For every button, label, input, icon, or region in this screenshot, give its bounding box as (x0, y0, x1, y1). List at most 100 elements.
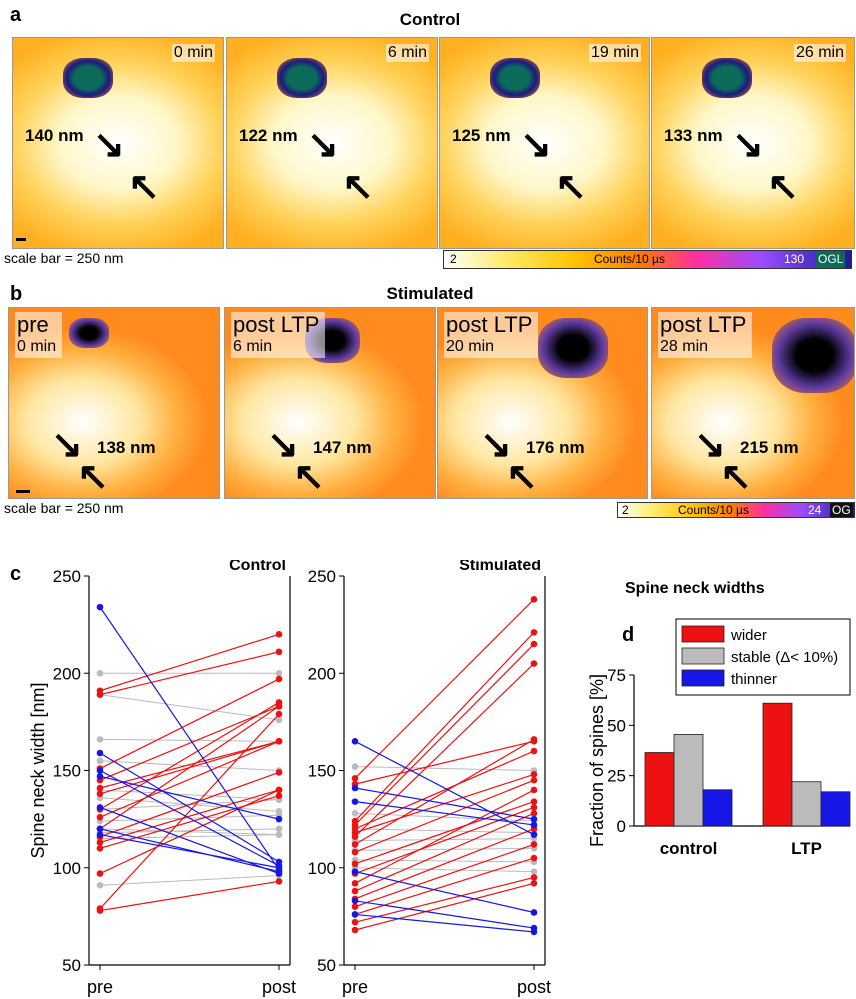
data-point-post (275, 831, 283, 838)
series-line-wider (354, 882, 535, 931)
stimulated-image-3: ↘ ↖ post LTP 20 min 176 nm (437, 307, 648, 499)
data-point-pre (351, 841, 359, 848)
series-line-wider (99, 740, 280, 789)
y-tick-label: 100 (308, 859, 336, 878)
series-line-stable (99, 760, 280, 771)
series-line-stable (99, 875, 280, 886)
data-point-post (275, 710, 283, 718)
arrow-up-left-icon: ↖ (506, 456, 538, 498)
series-line-wider (354, 750, 535, 830)
series-line-wider (354, 876, 535, 923)
arrow-down-right-icon: ↘ (520, 124, 552, 166)
series-line-wider (354, 631, 535, 822)
arrow-up-left-icon: ↖ (767, 166, 799, 208)
legend-swatch (681, 647, 725, 665)
data-point-pre (96, 881, 104, 889)
series-line-wider (354, 812, 535, 892)
control-image-1: ↘ ↖ 0 min 140 nm (12, 37, 224, 249)
data-point-pre (351, 763, 359, 770)
data-point-pre (351, 868, 359, 875)
neck-width-label: 215 nm (740, 438, 799, 457)
y-tick-label: 50 (317, 956, 336, 975)
data-point-post (530, 804, 538, 811)
data-point-post (530, 909, 538, 916)
data-point-pre (351, 918, 359, 926)
arrow-up-left-icon: ↖ (342, 166, 374, 208)
scale-bar-a (16, 238, 26, 241)
colorbar-a-max: 130 (784, 252, 805, 266)
control-image-3: ↘ ↖ 19 min 125 nm (439, 37, 650, 249)
arrow-down-right-icon: ↘ (267, 424, 299, 466)
y-tick-label: 250 (308, 567, 336, 586)
data-point-post (530, 798, 538, 805)
chart-title: Control (229, 560, 286, 574)
y-tick-label: 25 (607, 767, 626, 786)
legend-swatch (681, 669, 725, 687)
bar-LTP-1 (791, 781, 822, 827)
data-point-pre (96, 907, 104, 914)
series-line-thinner (354, 787, 535, 820)
data-point-post (275, 703, 283, 710)
neck-width-label: 133 nm (664, 126, 723, 145)
neck-width-label: 147 nm (313, 438, 372, 457)
neck-width-label: 140 nm (25, 126, 84, 145)
time-label: 6 min (385, 44, 429, 62)
series-line-thinner (99, 606, 280, 871)
condition-label: pre (17, 312, 49, 337)
category-label: LTP (791, 839, 822, 858)
dendrite-head (69, 318, 109, 348)
data-point-pre (351, 897, 359, 905)
series-line-stable (99, 834, 280, 840)
data-point-pre (96, 767, 104, 774)
time-label: post LTP 28 min (658, 312, 753, 358)
data-point-post (275, 669, 283, 677)
scale-bar-label-b: scale bar = 250 nm (4, 500, 124, 516)
series-line-thinner (99, 775, 280, 820)
x-tick-label: pre (342, 977, 368, 997)
series-line-wider (354, 663, 535, 838)
arrow-up-left-icon: ↖ (293, 456, 325, 498)
series-line-wider (354, 738, 535, 845)
data-point-post (530, 629, 538, 636)
x-tick-label: pre (87, 977, 113, 997)
series-line-stable (99, 828, 280, 834)
data-point-pre (351, 833, 359, 840)
series-line-stable (354, 766, 535, 771)
arrow-down-right-icon: ↘ (93, 124, 125, 166)
colorbar-a-ogl: OGL (816, 251, 846, 268)
data-point-pre (351, 926, 359, 934)
y-tick-label: 50 (62, 956, 81, 975)
series-line-thinner (99, 752, 280, 863)
neck-width-label: 176 nm (526, 438, 585, 457)
y-axis-label: Spine neck width [nm] (28, 682, 48, 858)
series-line-wider (99, 678, 280, 770)
panel-b-letter: b (10, 283, 23, 305)
control-image-4: ↘ ↖ 26 min 133 nm (651, 37, 855, 249)
data-point-post (275, 786, 283, 794)
dendrite-head (277, 58, 327, 98)
data-point-post (530, 831, 538, 838)
bar-control-2 (702, 789, 733, 827)
data-point-pre (96, 757, 104, 765)
data-point-pre (351, 798, 359, 805)
dendrite-head (772, 318, 854, 393)
series-line-wider (99, 789, 280, 844)
series-line-thinner (99, 834, 280, 869)
y-tick-label: 150 (53, 762, 81, 781)
data-point-pre (351, 774, 359, 782)
series-line-thinner (354, 900, 535, 929)
neck-width-label: 125 nm (452, 126, 511, 145)
time-label: 26 min (793, 44, 846, 62)
time-value: 6 min (233, 338, 273, 355)
data-point-pre (96, 784, 104, 792)
legend-swatch (681, 625, 725, 643)
stimulated-image-4: ↘ ↖ post LTP 28 min 215 nm (651, 307, 855, 499)
arrow-up-left-icon: ↖ (720, 456, 752, 498)
data-point-pre (351, 887, 359, 895)
condition-label: post LTP (233, 312, 320, 337)
series-line-wider (99, 880, 280, 912)
data-point-post (275, 815, 283, 823)
colorbar-b: 2 Counts/10 µs 24 OG (617, 502, 855, 518)
data-point-pre (96, 839, 104, 846)
